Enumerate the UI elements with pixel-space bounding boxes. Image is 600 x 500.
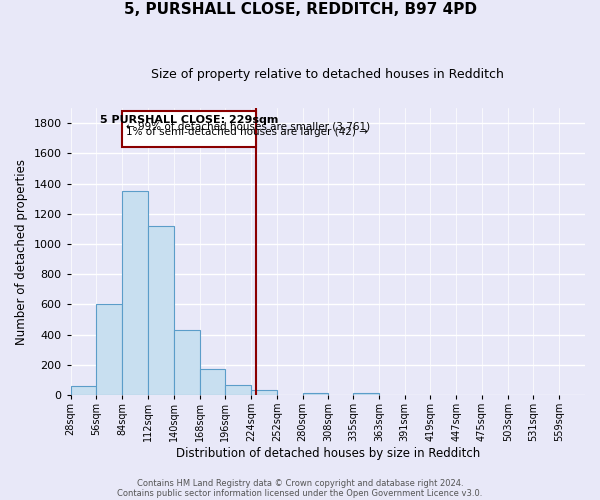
Bar (174, 330, 200, 395)
Title: Size of property relative to detached houses in Redditch: Size of property relative to detached ho… (151, 68, 504, 80)
Text: 1% of semi-detached houses are larger (42) →: 1% of semi-detached houses are larger (4… (126, 128, 368, 138)
Bar (122, 191, 148, 395)
Text: ← 99% of detached houses are smaller (3,761): ← 99% of detached houses are smaller (3,… (126, 122, 370, 132)
Bar (200, 368, 225, 395)
X-axis label: Distribution of detached houses by size in Redditch: Distribution of detached houses by size … (176, 447, 480, 460)
Y-axis label: Number of detached properties: Number of detached properties (15, 158, 28, 344)
Bar (148, 226, 174, 395)
Bar (353, 394, 379, 395)
Text: 5, PURSHALL CLOSE, REDDITCH, B97 4PD: 5, PURSHALL CLOSE, REDDITCH, B97 4PD (124, 2, 476, 18)
Text: Contains HM Land Registry data © Crown copyright and database right 2024.: Contains HM Land Registry data © Crown c… (137, 478, 463, 488)
Bar (251, 390, 277, 395)
Text: 5 PURSHALL CLOSE: 229sqm: 5 PURSHALL CLOSE: 229sqm (100, 115, 278, 125)
Bar (302, 394, 328, 395)
Bar (97, 304, 122, 395)
Bar (225, 385, 251, 395)
Bar (71, 386, 97, 395)
Text: Contains public sector information licensed under the Open Government Licence v3: Contains public sector information licen… (118, 488, 482, 498)
FancyBboxPatch shape (122, 111, 256, 148)
